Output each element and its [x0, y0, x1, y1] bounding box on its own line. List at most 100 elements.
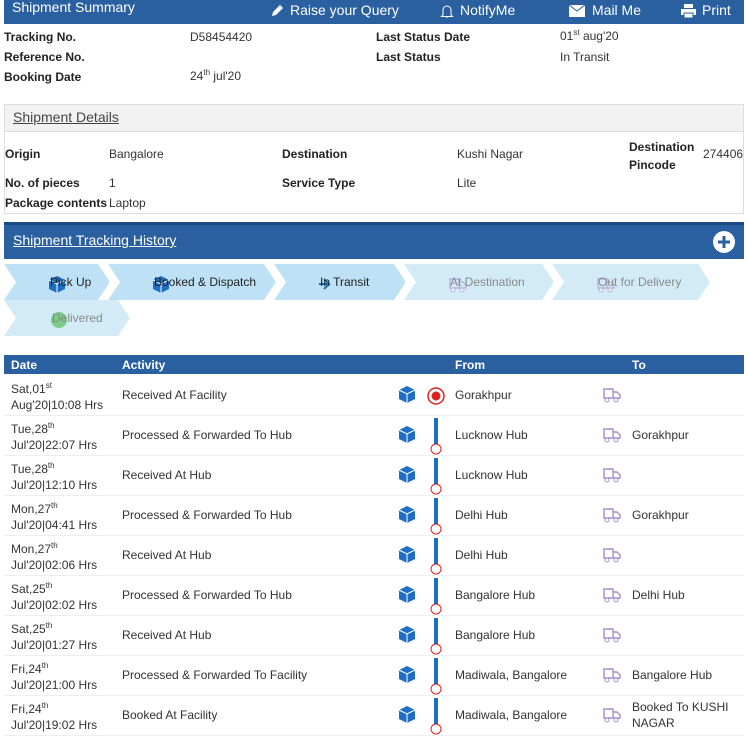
status-icon-svg — [430, 618, 442, 655]
package-icon — [398, 705, 418, 728]
step[interactable]: In Transit — [274, 264, 406, 300]
package-icon-svg — [398, 626, 416, 643]
date: Sat,01st Aug'20|10:08 Hrs — [11, 378, 103, 413]
package-icon-svg — [398, 706, 416, 723]
date: Sat,25th Jul'20|02:02 Hrs — [11, 578, 97, 613]
status-icon-svg — [430, 698, 442, 735]
day: Sat,01 — [11, 382, 46, 396]
truck-icon — [602, 505, 622, 528]
truck-icon-svg — [603, 508, 621, 523]
from: Madiwala, Bangalore — [455, 708, 568, 722]
suffix: st — [45, 381, 52, 390]
from: Gorakhpur — [455, 388, 512, 402]
date: Mon,27th Jul'20|04:41 Hrs — [11, 498, 97, 533]
step[interactable]: Pick Up — [4, 264, 110, 300]
day: Sat,25 — [11, 582, 46, 596]
raise-query[interactable]: Raise your Query — [290, 2, 399, 18]
history-row: Sat,25th Jul'20|01:27 Hrs Received At Hub B… — [4, 615, 744, 656]
date: Tue,28th Jul'20|12:10 Hrs — [11, 458, 97, 493]
edit-icon — [272, 5, 283, 16]
activity: Processed & Forwarded To Hub — [122, 588, 292, 602]
step-icon-svg — [448, 275, 468, 295]
history-row: Tue,28th Jul'20|22:07 Hrs Processed & Forw… — [4, 415, 744, 456]
truck-icon — [602, 465, 622, 488]
step-icon — [128, 273, 172, 309]
label: No. of pieces — [5, 176, 80, 190]
label: Service Type — [282, 176, 356, 190]
time: Jul'20|01:27 Hrs — [11, 638, 98, 652]
status-icon-svg — [430, 578, 442, 615]
package-icon — [398, 665, 418, 688]
day: Fri,24 — [11, 662, 42, 676]
status-icon — [427, 417, 447, 458]
step[interactable]: Out for Delivery — [552, 264, 710, 300]
truck-icon-svg — [603, 668, 621, 683]
truck-icon — [602, 425, 622, 448]
mail-me[interactable]: Mail Me — [592, 2, 642, 18]
history-row: Sat,01st Aug'20|10:08 Hrs Received At Faci… — [4, 375, 744, 416]
value: D58454420 — [190, 30, 253, 44]
day: Fri,24 — [11, 702, 42, 716]
column-header: From — [455, 358, 485, 372]
status-icon — [427, 457, 447, 498]
package-icon-svg — [398, 386, 416, 403]
step-icon — [424, 273, 468, 309]
day: Mon,27 — [11, 502, 52, 516]
details-title[interactable]: Shipment Details — [13, 109, 119, 125]
date: Fri,24th Jul'20|21:00 Hrs — [11, 658, 97, 693]
bell-icon — [440, 5, 454, 18]
day: Sat,25 — [11, 622, 46, 636]
package-icon-svg — [398, 506, 416, 523]
expand-button[interactable] — [712, 230, 736, 254]
history-header: Shipment Tracking History — [4, 222, 744, 259]
truck-icon-svg — [603, 388, 621, 403]
truck-icon — [602, 665, 622, 688]
suffix: th — [45, 621, 53, 630]
step-icon — [572, 273, 616, 309]
activity: Received At Hub — [122, 628, 212, 642]
status-icon — [427, 697, 447, 738]
history-title[interactable]: Shipment Tracking History — [13, 232, 177, 248]
to: Delhi Hub — [632, 588, 685, 602]
suffix: th — [51, 541, 58, 550]
label: Origin — [5, 147, 41, 161]
column-header: To — [632, 358, 646, 372]
value: In Transit — [560, 50, 610, 64]
suffix: th — [47, 461, 55, 470]
suffix: th — [47, 421, 55, 430]
step[interactable]: At Destination — [404, 264, 554, 300]
package-icon — [398, 585, 418, 608]
truck-icon — [602, 625, 622, 648]
time: Jul'20|02:02 Hrs — [11, 598, 98, 612]
notify-me[interactable]: NotifyMe — [460, 2, 516, 18]
to: Bangalore Hub — [632, 668, 713, 682]
truck-icon-svg — [603, 548, 621, 563]
table-header: Date Activity From To — [4, 355, 744, 374]
from: Bangalore Hub — [455, 588, 536, 602]
label: Booking Date — [4, 70, 82, 84]
value: 1 — [109, 176, 116, 190]
label: Reference No. — [4, 50, 85, 64]
truck-icon-svg — [603, 708, 621, 723]
activity: Processed & Forwarded To Hub — [122, 508, 292, 522]
from: Lucknow Hub — [455, 428, 528, 442]
time: Jul'20|12:10 Hrs — [11, 478, 98, 492]
month: jul'20 — [213, 69, 242, 83]
activity: Received At Hub — [122, 548, 212, 562]
step-icon-svg — [596, 275, 616, 295]
print[interactable]: Print — [702, 2, 731, 18]
status-icon-svg — [430, 658, 442, 695]
details-header: Shipment Details — [5, 105, 743, 132]
step[interactable]: Delivered — [4, 300, 130, 336]
package-icon — [398, 625, 418, 648]
status-icon — [427, 537, 447, 578]
value: Kushi Nagar — [457, 147, 524, 161]
package-icon-svg — [398, 546, 416, 563]
history-row: Fri,24th Jul'20|21:00 Hrs Processed & Forw… — [4, 655, 744, 696]
step-label: Out for Delivery — [598, 275, 682, 289]
step[interactable]: Booked & Dispatch — [108, 264, 276, 300]
date: Tue,28th Jul'20|22:07 Hrs — [11, 418, 97, 453]
month: aug'20 — [582, 29, 619, 43]
suffix: th — [51, 501, 58, 510]
from: Lucknow Hub — [455, 468, 528, 482]
